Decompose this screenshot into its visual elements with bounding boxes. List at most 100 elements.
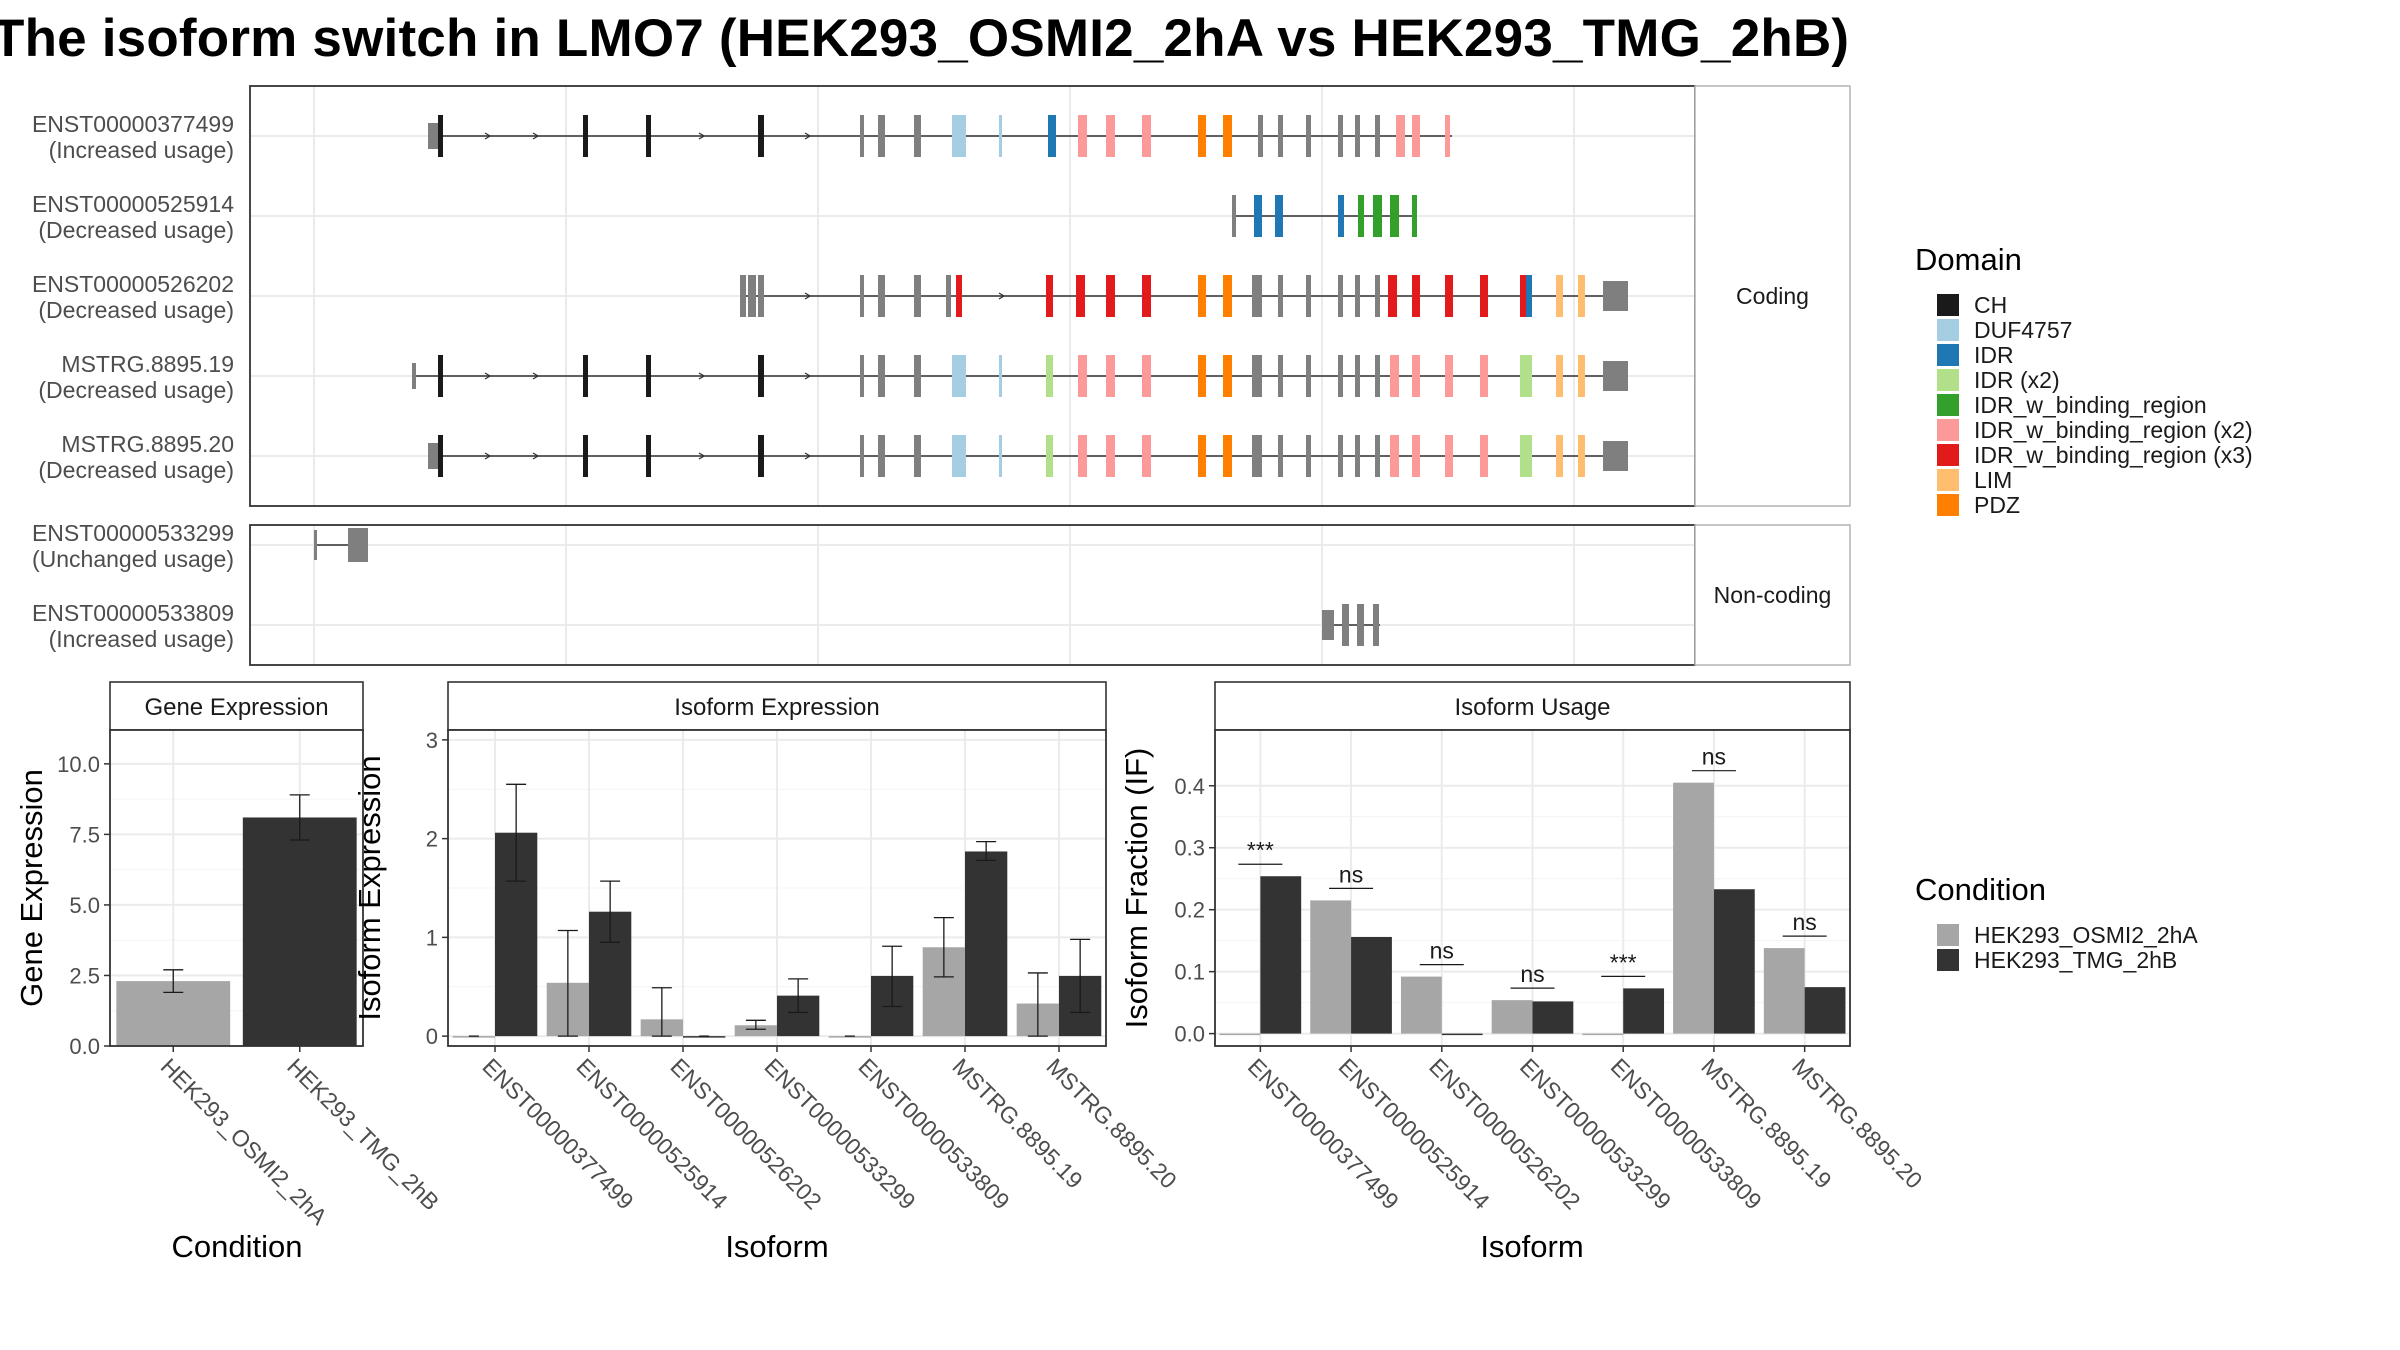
exon (1338, 195, 1344, 237)
x-tick-label: ENST00000526202 (1424, 1053, 1585, 1214)
exon (914, 115, 921, 157)
exon (1556, 275, 1563, 317)
exon (1223, 275, 1232, 317)
exon (1375, 355, 1380, 397)
exon (860, 435, 864, 477)
transcript-id-label: ENST00000526202 (32, 271, 234, 297)
exon (1106, 435, 1115, 477)
domain-legend-item: CH (1937, 293, 2007, 317)
exon (1106, 275, 1115, 317)
domain-legend-key (1937, 294, 1959, 316)
exon (1252, 355, 1262, 397)
exon (1306, 435, 1311, 477)
exon (1412, 115, 1420, 157)
transcript-usage-label: (Decreased usage) (38, 377, 234, 403)
exon (1278, 355, 1283, 397)
exon (1388, 275, 1397, 317)
panel-strip-label: Gene Expression (144, 694, 328, 721)
domain-legend-item: PDZ (1937, 493, 2020, 517)
domain-legend-title: Domain (1915, 242, 2022, 277)
exon (1445, 275, 1453, 317)
exon (1480, 355, 1488, 397)
exon (1198, 275, 1206, 317)
exon (740, 275, 746, 317)
exon (438, 115, 443, 157)
strand-arrow (484, 452, 492, 460)
significance-label: ns (1339, 861, 1363, 887)
exon (1342, 604, 1349, 646)
exon (1396, 115, 1405, 157)
exon (1520, 355, 1528, 397)
exon (583, 115, 588, 157)
x-axis-title: Isoform (1480, 1229, 1583, 1264)
exon (1603, 361, 1628, 391)
y-tick-label: 0.0 (69, 1034, 100, 1059)
transcript-id-label: MSTRG.8895.19 (61, 351, 234, 377)
bar (1623, 988, 1665, 1034)
bar (1582, 1033, 1624, 1036)
transcript-usage-label: (Increased usage) (49, 626, 234, 652)
facet-strip-label: Non-coding (1714, 582, 1832, 608)
domain-legend-key (1937, 419, 1959, 441)
transcript-track (1322, 604, 1380, 646)
bar (828, 1036, 871, 1038)
y-tick-label: 0.4 (1174, 774, 1205, 799)
bar (1673, 782, 1714, 1034)
facet-strip-label: Coding (1736, 283, 1809, 309)
domain-legend-label: IDR (x2) (1974, 367, 2060, 393)
exon (1520, 435, 1528, 477)
y-tick-label: 7.5 (69, 822, 100, 847)
strand-arrow (698, 132, 706, 140)
exon (1278, 275, 1283, 317)
facet-panel (250, 525, 1695, 665)
exon (1445, 115, 1450, 157)
exon (1046, 355, 1053, 397)
exon (1142, 355, 1151, 397)
exon (946, 275, 951, 317)
condition-legend-key (1937, 924, 1959, 946)
bar (1351, 936, 1392, 1034)
transcript-usage-label: (Decreased usage) (38, 217, 234, 243)
exon (646, 435, 651, 477)
transcript-track (1232, 195, 1417, 237)
exon (999, 355, 1002, 397)
bar-chart-3: Isoform Usage 0.0 0.1 0.2 0.3 0.4 *** ENST00000… (1119, 681, 1928, 1264)
exon (1198, 115, 1206, 157)
exon (1232, 195, 1236, 237)
domain-legend-item: DUF4757 (1937, 318, 2072, 342)
exon (1338, 275, 1343, 317)
y-axis-title: Isoform Expression (352, 755, 387, 1020)
domain-legend-key (1937, 469, 1959, 491)
condition-legend-item: HEK293_OSMI2_2hA (1937, 923, 2198, 947)
bar (734, 1025, 777, 1037)
panel-strip (1214, 681, 1851, 731)
transcript-usage-label: (Decreased usage) (38, 297, 234, 323)
exon (1142, 115, 1151, 157)
exon (1578, 435, 1585, 477)
strand-arrow (804, 132, 812, 140)
exon (1278, 115, 1283, 157)
exon (1556, 435, 1563, 477)
bar (242, 817, 357, 1046)
bar (1219, 1033, 1261, 1036)
x-tick-label: ENST00000377499 (1243, 1053, 1404, 1214)
exon (914, 355, 921, 397)
y-axis-title: Gene Expression (14, 769, 49, 1007)
domain-legend-item: LIM (1937, 468, 2012, 492)
condition-legend-title: Condition (1915, 872, 2046, 907)
strand-arrow (484, 372, 492, 380)
exon (1373, 604, 1379, 646)
strand-arrow (998, 292, 1006, 300)
exon (583, 355, 588, 397)
domain-legend-key (1937, 394, 1959, 416)
exon (952, 435, 966, 477)
panel-strip (109, 681, 364, 731)
condition-legend-label: HEK293_OSMI2_2hA (1974, 922, 2198, 948)
x-tick-label: ENST00000533809 (1606, 1053, 1767, 1214)
strand-arrow (804, 372, 812, 380)
exon (1306, 355, 1311, 397)
y-tick-label: 0 (426, 1024, 438, 1049)
exon (1390, 355, 1399, 397)
exon (1556, 355, 1563, 397)
